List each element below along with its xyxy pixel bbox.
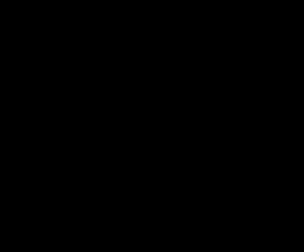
Text: TERMINAL IDENTIFICATION: TERMINAL IDENTIFICATION [14,14,237,29]
